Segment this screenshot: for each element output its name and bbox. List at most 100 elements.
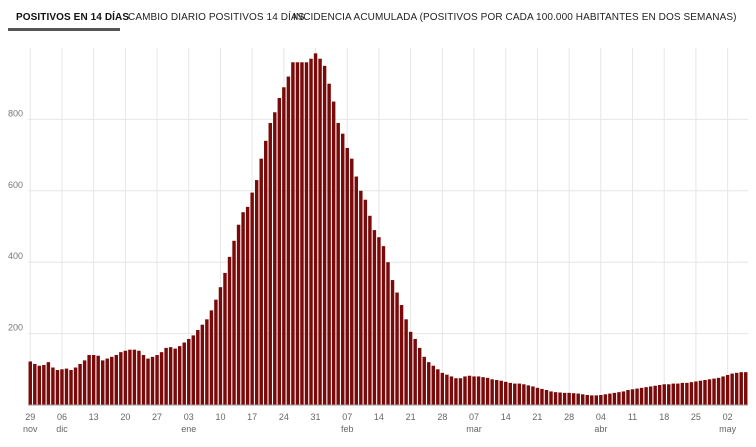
bar[interactable]	[436, 369, 440, 405]
bar[interactable]	[182, 342, 186, 405]
bar[interactable]	[381, 246, 386, 405]
bar[interactable]	[712, 378, 716, 405]
bar[interactable]	[725, 375, 730, 405]
bar[interactable]	[37, 365, 42, 405]
bar[interactable]	[404, 319, 408, 405]
bar[interactable]	[544, 390, 549, 405]
bar[interactable]	[168, 347, 173, 405]
bar[interactable]	[504, 381, 508, 405]
bar[interactable]	[508, 382, 512, 405]
bar[interactable]	[150, 356, 155, 405]
bar[interactable]	[408, 331, 413, 405]
bar[interactable]	[282, 87, 286, 406]
bar[interactable]	[562, 392, 567, 405]
tab-incidencia-acumulada[interactable]: INCIDENCIA ACUMULADA (POSITIVOS POR CADA…	[293, 12, 737, 23]
bar[interactable]	[42, 365, 46, 405]
bar[interactable]	[336, 122, 340, 405]
bar[interactable]	[513, 383, 517, 405]
bar[interactable]	[359, 190, 363, 405]
bar[interactable]	[671, 383, 675, 405]
bar[interactable]	[159, 352, 164, 405]
bar[interactable]	[277, 97, 282, 405]
bar[interactable]	[341, 133, 345, 405]
bar[interactable]	[485, 377, 490, 405]
bar[interactable]	[427, 362, 431, 405]
bar[interactable]	[28, 361, 32, 405]
bar[interactable]	[318, 58, 322, 406]
bar[interactable]	[689, 382, 694, 405]
bar[interactable]	[744, 372, 748, 405]
bar[interactable]	[200, 324, 205, 405]
bar[interactable]	[662, 384, 666, 405]
bar[interactable]	[703, 380, 707, 405]
bar[interactable]	[363, 199, 368, 405]
bar[interactable]	[558, 392, 562, 406]
bar[interactable]	[236, 224, 241, 405]
bar[interactable]	[413, 338, 417, 405]
bar[interactable]	[581, 394, 585, 405]
bar[interactable]	[676, 383, 680, 405]
bar[interactable]	[608, 393, 612, 405]
bar[interactable]	[644, 387, 648, 405]
bar[interactable]	[445, 374, 449, 405]
bar[interactable]	[105, 358, 109, 405]
bar[interactable]	[386, 262, 390, 405]
bar[interactable]	[33, 363, 37, 405]
bar[interactable]	[64, 368, 69, 405]
bar[interactable]	[259, 158, 263, 405]
bar[interactable]	[716, 377, 721, 405]
bar[interactable]	[254, 180, 259, 405]
bar[interactable]	[553, 392, 558, 405]
bar[interactable]	[630, 389, 635, 405]
tab-cambio-diario[interactable]: CAMBIO DIARIO POSITIVOS 14 DÍAS	[128, 12, 305, 23]
bar[interactable]	[526, 385, 531, 405]
bar[interactable]	[345, 147, 349, 405]
bar[interactable]	[322, 65, 327, 405]
bar[interactable]	[626, 390, 630, 405]
bar[interactable]	[648, 386, 653, 405]
bar[interactable]	[146, 358, 150, 405]
bar[interactable]	[390, 280, 395, 405]
bar[interactable]	[78, 363, 82, 405]
bar[interactable]	[286, 76, 291, 405]
bar[interactable]	[494, 380, 499, 405]
bar[interactable]	[82, 360, 87, 406]
bar[interactable]	[585, 395, 589, 405]
bar[interactable]	[698, 380, 703, 405]
bar[interactable]	[137, 350, 141, 405]
bar[interactable]	[96, 355, 100, 405]
bar[interactable]	[549, 391, 553, 405]
bar[interactable]	[571, 393, 576, 405]
bar[interactable]	[291, 62, 295, 405]
bar[interactable]	[458, 378, 463, 405]
bar[interactable]	[377, 237, 381, 405]
bar[interactable]	[309, 58, 313, 406]
bar[interactable]	[440, 372, 445, 405]
bar[interactable]	[449, 376, 454, 405]
bar[interactable]	[599, 395, 603, 405]
bar[interactable]	[304, 62, 309, 405]
bar[interactable]	[187, 338, 191, 405]
bar[interactable]	[594, 395, 599, 405]
bar[interactable]	[232, 240, 236, 405]
bar[interactable]	[132, 349, 137, 405]
bar[interactable]	[128, 349, 132, 405]
bar[interactable]	[295, 62, 300, 405]
bar[interactable]	[177, 346, 182, 405]
bar[interactable]	[218, 287, 223, 405]
bar[interactable]	[155, 355, 159, 405]
bar[interactable]	[540, 388, 544, 405]
bar[interactable]	[417, 347, 422, 405]
bar[interactable]	[472, 376, 476, 405]
bar[interactable]	[535, 387, 540, 405]
bar[interactable]	[730, 373, 734, 405]
bar[interactable]	[499, 380, 503, 405]
bar[interactable]	[667, 384, 671, 405]
bar[interactable]	[395, 292, 399, 405]
bar[interactable]	[680, 382, 685, 405]
bar[interactable]	[467, 375, 472, 405]
bar[interactable]	[694, 381, 698, 405]
bar[interactable]	[481, 377, 485, 405]
bar[interactable]	[141, 355, 146, 405]
bar[interactable]	[739, 372, 743, 405]
